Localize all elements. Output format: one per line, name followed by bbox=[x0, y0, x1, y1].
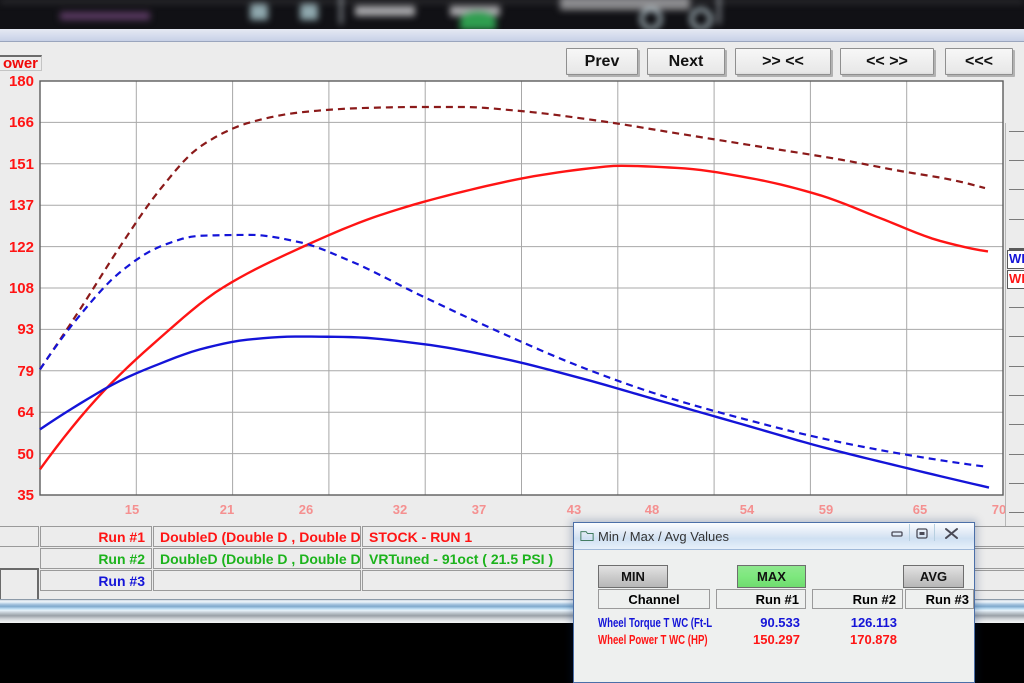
svg-text:50: 50 bbox=[17, 446, 34, 463]
svg-text:108: 108 bbox=[9, 280, 34, 297]
svg-text:35: 35 bbox=[17, 487, 34, 504]
svg-text:21: 21 bbox=[220, 502, 234, 517]
svg-text:93: 93 bbox=[17, 321, 34, 338]
svg-text:64: 64 bbox=[17, 404, 34, 421]
svg-text:65: 65 bbox=[913, 502, 927, 517]
svg-text:43: 43 bbox=[567, 502, 581, 517]
svg-text:59: 59 bbox=[819, 502, 833, 517]
svg-text:122: 122 bbox=[9, 239, 34, 256]
svg-text:54: 54 bbox=[740, 502, 755, 517]
svg-text:37: 37 bbox=[472, 502, 486, 517]
svg-text:15: 15 bbox=[125, 502, 139, 517]
svg-text:32: 32 bbox=[393, 502, 407, 517]
svg-text:166: 166 bbox=[9, 114, 34, 131]
svg-text:48: 48 bbox=[645, 502, 659, 517]
svg-text:137: 137 bbox=[9, 197, 34, 214]
svg-text:26: 26 bbox=[299, 502, 313, 517]
svg-text:180: 180 bbox=[9, 73, 34, 90]
svg-text:151: 151 bbox=[9, 156, 34, 173]
svg-text:79: 79 bbox=[17, 363, 34, 380]
